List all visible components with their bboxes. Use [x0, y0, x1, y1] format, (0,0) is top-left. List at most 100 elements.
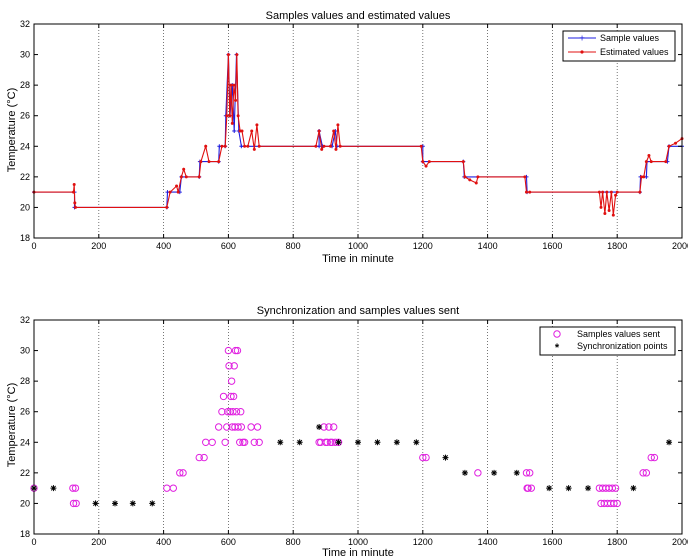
- samples-values-sent-point: [650, 453, 659, 462]
- estimated-values-point: [674, 141, 678, 145]
- samples-values-sent-point: [229, 392, 238, 401]
- estimated-values-point: [230, 121, 234, 125]
- samples-values-sent-point: [610, 499, 618, 508]
- estimated-values-point: [220, 144, 224, 148]
- samples-values-sent-point: [422, 453, 430, 462]
- x-tick-label: 1600: [542, 241, 562, 251]
- legend-sample-label: Sample values: [600, 33, 660, 43]
- samples-values-sent-point: [608, 484, 617, 492]
- estimated-values-point: [197, 175, 201, 179]
- samples-values-sent-point: [323, 438, 331, 446]
- top-chart-title: Samples values and estimated values: [266, 10, 451, 22]
- legend-sample-marker: +: [579, 34, 585, 45]
- samples-values-sent-point: [234, 423, 242, 431]
- x-tick-label: 600: [221, 241, 236, 251]
- y-tick-label: 28: [20, 80, 30, 90]
- estimated-values-point: [204, 144, 208, 148]
- x-tick-label: 200: [91, 537, 106, 547]
- synchronization-points-point: [92, 500, 99, 507]
- bottom-chart-ylabel: Temperature (°C): [6, 383, 18, 467]
- estimated-values-point: [255, 123, 259, 127]
- sample-values-line: [34, 54, 682, 208]
- samples-values-sent-point: [218, 408, 226, 416]
- y-tick-label: 20: [20, 498, 30, 508]
- top-chart-ylabel: Temperature (°C): [6, 88, 18, 172]
- samples-values-sent-point: [200, 453, 208, 462]
- samples-values-sent-point: [325, 423, 333, 431]
- estimated-values-point: [603, 212, 607, 216]
- estimated-values-point: [607, 208, 611, 212]
- estimated-values-point: [419, 144, 423, 148]
- estimated-values-point: [642, 175, 646, 179]
- top-chart-xlabel: Time in minute: [322, 253, 394, 265]
- synchronization-points-point: [546, 485, 553, 492]
- estimated-values-point: [468, 178, 472, 182]
- estimated-values-point: [476, 175, 480, 179]
- samples-values-sent-point: [334, 438, 343, 446]
- synchronization-points-point: [355, 439, 361, 446]
- x-tick-label: 1400: [478, 537, 498, 547]
- samples-values-sent-point: [613, 499, 621, 508]
- synchronization-points-point: [565, 485, 572, 492]
- legend-sent-label: Samples values sent: [577, 329, 661, 339]
- y-tick-label: 26: [20, 111, 30, 121]
- estimated-values-point: [236, 114, 240, 118]
- estimated-values-point: [199, 160, 203, 164]
- x-tick-label: 1800: [607, 241, 627, 251]
- estimated-values-point: [474, 181, 478, 185]
- samples-values-sent-point: [225, 362, 233, 370]
- samples-values-sent-point: [176, 469, 184, 477]
- samples-values-sent-point: [227, 392, 235, 401]
- samples-values-sent-point: [233, 346, 242, 355]
- samples-values-sent-point: [214, 423, 223, 431]
- x-tick-label: 1600: [542, 537, 562, 547]
- estimated-values-point: [235, 53, 239, 57]
- samples-values-sent-point: [169, 484, 178, 492]
- synchronization-points-point: [585, 485, 592, 492]
- x-tick-label: 1000: [348, 537, 368, 547]
- bottom-chart-title: Synchronization and samples values sent: [257, 305, 459, 317]
- synchronization-points-point: [442, 454, 449, 461]
- synchronization-points-point: [129, 500, 136, 507]
- estimated-values-point: [328, 144, 332, 148]
- samples-values-sent-point: [330, 423, 338, 431]
- estimated-values-point: [73, 201, 77, 205]
- estimated-values-point: [523, 175, 527, 179]
- synchronization-points-point: [374, 439, 381, 446]
- y-tick-label: 24: [20, 437, 30, 447]
- samples-values-sent-point: [227, 377, 236, 385]
- estimated-values-point: [226, 53, 230, 57]
- estimated-values-point: [176, 190, 180, 194]
- synchronization-points-point: [413, 439, 420, 446]
- synchronization-points-point: [277, 439, 284, 446]
- sample-values-point: [232, 129, 237, 133]
- y-tick-label: 28: [20, 376, 30, 386]
- x-tick-label: 0: [31, 537, 36, 547]
- samples-values-sent-point: [474, 469, 482, 477]
- samples-values-sent-point: [639, 469, 647, 477]
- x-tick-label: 800: [286, 537, 301, 547]
- estimated-values-point: [73, 205, 77, 209]
- estimated-values-point: [72, 190, 76, 194]
- samples-values-sent-point: [522, 469, 531, 477]
- estimated-values-point: [644, 160, 648, 164]
- samples-values-sent-point: [219, 392, 228, 401]
- x-tick-label: 2000: [672, 537, 688, 547]
- estimated-values-point: [322, 144, 326, 148]
- samples-values-sent-point: [221, 438, 229, 446]
- legend-sync-label: Synchronization points: [577, 341, 668, 351]
- x-tick-label: 1200: [413, 241, 433, 251]
- samples-values-sent-point: [195, 453, 203, 462]
- estimated-values-point: [246, 144, 250, 148]
- estimated-values-point: [317, 129, 321, 133]
- estimated-values-point: [427, 160, 431, 164]
- y-tick-label: 18: [20, 233, 30, 243]
- estimated-values-point: [528, 190, 532, 194]
- samples-values-sent-point: [72, 499, 80, 508]
- estimated-values-point: [229, 83, 233, 87]
- estimated-values-point: [424, 164, 428, 168]
- estimated-values-point: [647, 153, 651, 157]
- estimated-values-point: [182, 167, 186, 171]
- estimated-values-point: [461, 160, 465, 164]
- samples-values-sent-point: [642, 469, 651, 477]
